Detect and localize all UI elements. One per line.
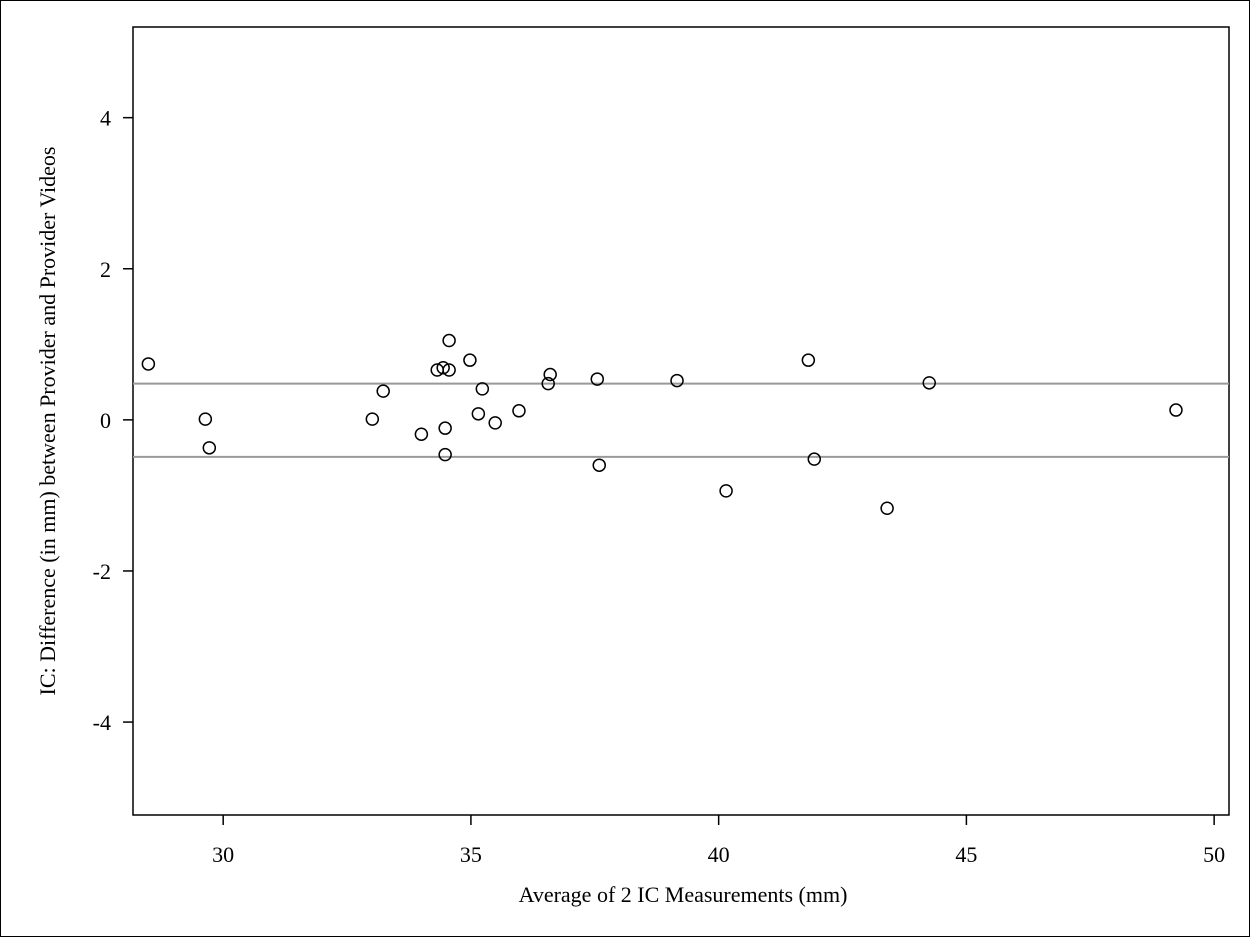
x-tick-label: 40 [708, 842, 730, 867]
x-tick-label: 50 [1203, 842, 1225, 867]
y-axis-label: IC: Difference (in mm) between Provider … [35, 147, 60, 696]
point [376, 384, 390, 398]
plot-frame [132, 26, 1230, 816]
x-tick-label: 30 [212, 842, 234, 867]
point [807, 452, 822, 466]
point [463, 353, 477, 367]
point [541, 376, 555, 391]
point [512, 404, 526, 418]
x-tick-label: 35 [460, 842, 482, 867]
y-tick-label: 0 [100, 408, 111, 433]
x-tick-label: 45 [955, 842, 977, 867]
point [202, 441, 217, 455]
point [1169, 403, 1183, 417]
point [670, 373, 684, 388]
point [801, 353, 816, 367]
point [414, 427, 429, 441]
point [436, 360, 450, 375]
point [592, 458, 606, 472]
point [475, 382, 490, 396]
point [471, 407, 486, 421]
y-tick-label: 2 [100, 257, 111, 282]
point [922, 376, 936, 390]
point [438, 447, 452, 462]
point [442, 363, 456, 377]
point [719, 484, 733, 498]
point [543, 367, 557, 382]
point [198, 412, 213, 426]
y-tick-label: -4 [93, 710, 111, 735]
point [880, 501, 894, 516]
point [141, 357, 156, 371]
point [442, 333, 456, 348]
y-tick-label: 4 [100, 106, 111, 131]
point [365, 412, 380, 426]
point [488, 416, 502, 430]
point [590, 372, 605, 386]
point [438, 421, 452, 435]
y-tick-label: -2 [93, 559, 111, 584]
x-axis-label: Average of 2 IC Measurements (mm) [519, 882, 848, 907]
